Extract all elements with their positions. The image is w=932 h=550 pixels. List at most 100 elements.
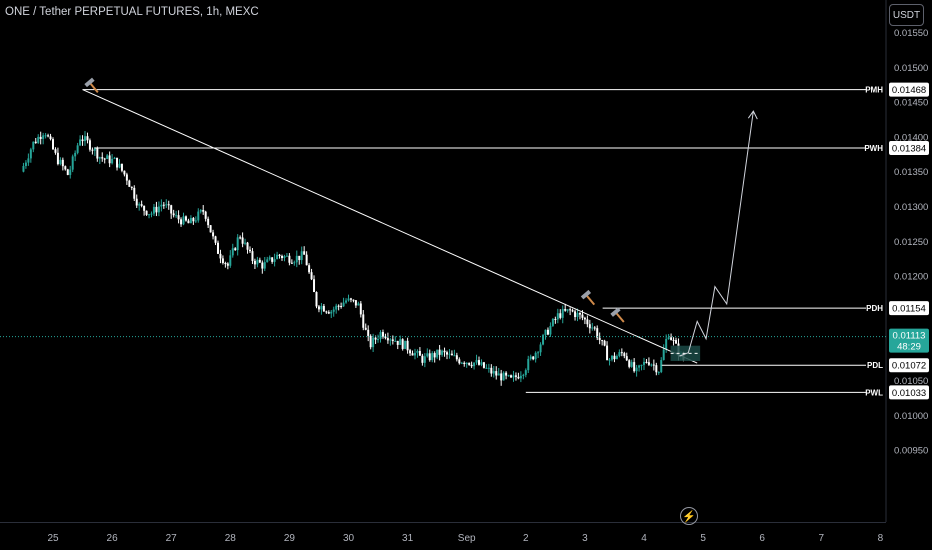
candle-body [246, 242, 249, 250]
candle-body [480, 362, 483, 365]
candle-body [69, 169, 72, 175]
level-price-badge [889, 141, 929, 156]
candle-body [446, 352, 448, 355]
candle-body [140, 204, 143, 206]
forecast-arrowhead [747, 110, 758, 120]
candle-body [603, 340, 606, 346]
candle-body [640, 364, 643, 366]
candle-body [285, 255, 288, 257]
candle-body [463, 362, 466, 365]
candle-body [34, 141, 37, 143]
candle-body [234, 248, 237, 251]
candle-body [49, 136, 52, 140]
candle-body [377, 339, 380, 341]
candle-body [263, 262, 266, 269]
level-price-badge [889, 82, 929, 97]
y-tick-label: 0.01250 [894, 237, 928, 248]
candle-body [478, 360, 481, 365]
candle-body [465, 362, 468, 365]
candle-body [610, 355, 613, 360]
level-tag: PDH [866, 304, 883, 313]
candle-body [239, 237, 242, 239]
last-price-badge [889, 328, 929, 353]
candle-body [256, 259, 259, 265]
candle-body [487, 367, 490, 369]
candle-body [384, 336, 387, 339]
candle-body [226, 263, 229, 266]
candle-body [91, 149, 94, 151]
level-price-badge [889, 385, 929, 400]
candle-body [628, 360, 631, 367]
chart-title: ONE / Tether PERPETUAL FUTURES, 1h, MEXC [5, 6, 259, 18]
candle-body [202, 210, 205, 212]
lightning-icon[interactable]: ⚡ [680, 507, 698, 525]
last-price-label: 0.01113 [893, 331, 926, 342]
x-tick-label: 2 [523, 533, 529, 544]
candle-body [672, 339, 675, 341]
candle-body [290, 262, 293, 264]
y-tick-label: 0.01550 [894, 28, 928, 39]
candle-body [52, 139, 54, 150]
candle-body [160, 204, 163, 207]
candle-body [308, 265, 311, 273]
candle-body [546, 329, 549, 335]
candle-body [436, 349, 439, 358]
level-tag: PMH [865, 86, 883, 95]
candle-body [660, 360, 663, 373]
candle-body [455, 355, 458, 360]
candle-body [406, 340, 409, 351]
y-tick-label: 0.01000 [894, 411, 928, 422]
candle-body [180, 219, 183, 225]
candle-body [298, 255, 301, 261]
candle-body [578, 312, 581, 315]
candle-body [86, 136, 89, 141]
candle-body [39, 136, 42, 139]
candle-body [608, 359, 611, 361]
candle-body [103, 158, 106, 160]
candle-body [32, 141, 35, 150]
candle-body [303, 251, 306, 255]
candle-body [394, 340, 397, 342]
candle-body [229, 255, 232, 266]
candle-body [458, 359, 461, 364]
x-tick-label: 30 [343, 533, 355, 544]
candle-body [507, 375, 510, 377]
candle-body [59, 159, 62, 165]
candle-body [569, 309, 572, 311]
candle-body [598, 337, 601, 341]
candle-body [502, 372, 505, 381]
candle-body [347, 298, 350, 301]
candle-body [606, 345, 609, 361]
level-price-label: 0.01072 [892, 361, 926, 372]
y-tick-label: 0.01400 [894, 132, 928, 143]
candle-body [116, 157, 119, 168]
candle-body [529, 356, 532, 359]
candle-body [271, 257, 274, 262]
candle-body [120, 163, 123, 171]
x-tick-label: 27 [166, 533, 178, 544]
candle-body [29, 149, 32, 159]
currency-button[interactable]: USDT [889, 4, 924, 26]
candle-body [495, 371, 498, 376]
candle-body [652, 364, 655, 366]
level-price-badge [889, 358, 929, 373]
hammer-head [84, 77, 95, 88]
candle-body [189, 218, 192, 224]
candle-body [327, 312, 330, 314]
candle-body [98, 157, 101, 159]
candle-body [441, 350, 444, 355]
candle-body [532, 356, 535, 360]
hammer-handle [585, 294, 596, 306]
candle-body [155, 206, 158, 213]
candle-body [96, 148, 99, 159]
candle-body [123, 170, 126, 175]
candle-body [544, 329, 547, 336]
candle-body [106, 155, 109, 160]
candle-body [564, 309, 567, 311]
candle-body [278, 254, 281, 256]
x-tick-label: 29 [284, 533, 296, 544]
candle-body [212, 232, 215, 237]
candle-body [177, 215, 180, 220]
candle-body [633, 362, 636, 372]
